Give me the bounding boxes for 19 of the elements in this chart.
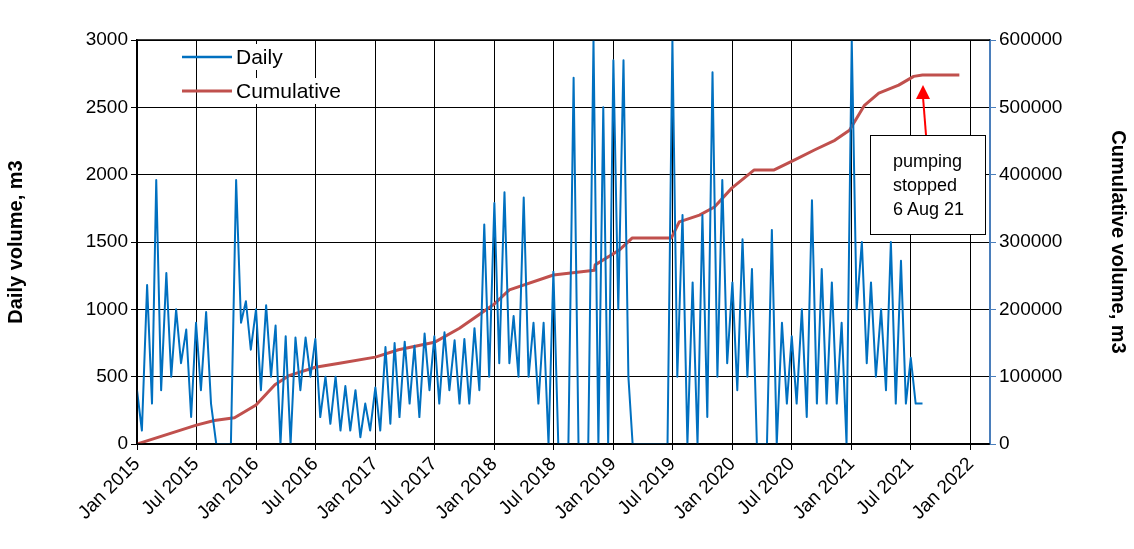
y-tick-label: 500: [96, 364, 128, 386]
y-tick-label: 3000: [85, 28, 128, 50]
y2-tick-label: 400000: [999, 162, 1063, 184]
y2-tick-label: 0: [999, 432, 1010, 454]
y-axis-title: Daily volume, m3: [3, 160, 26, 324]
y-tick-label: 2500: [85, 95, 128, 117]
y2-tick-label: 600000: [999, 28, 1063, 50]
y2-tick-label: 500000: [999, 95, 1063, 117]
y2-tick-label: 200000: [999, 297, 1063, 319]
y2-tick-label: 300000: [999, 230, 1063, 252]
legend-label: Cumulative: [236, 78, 342, 102]
y2-axis-title: Cumulative volume, m3: [1108, 130, 1131, 354]
annotation: pumping stopped 6 Aug 21: [870, 135, 986, 235]
y2-tick-label: 100000: [999, 364, 1063, 386]
y-tick-label: 1000: [85, 297, 128, 319]
y-tick-label: 1500: [85, 230, 128, 252]
y-tick-label: 2000: [85, 162, 128, 184]
legend-label: Daily: [236, 44, 284, 68]
y-tick-label: 0: [117, 432, 128, 454]
